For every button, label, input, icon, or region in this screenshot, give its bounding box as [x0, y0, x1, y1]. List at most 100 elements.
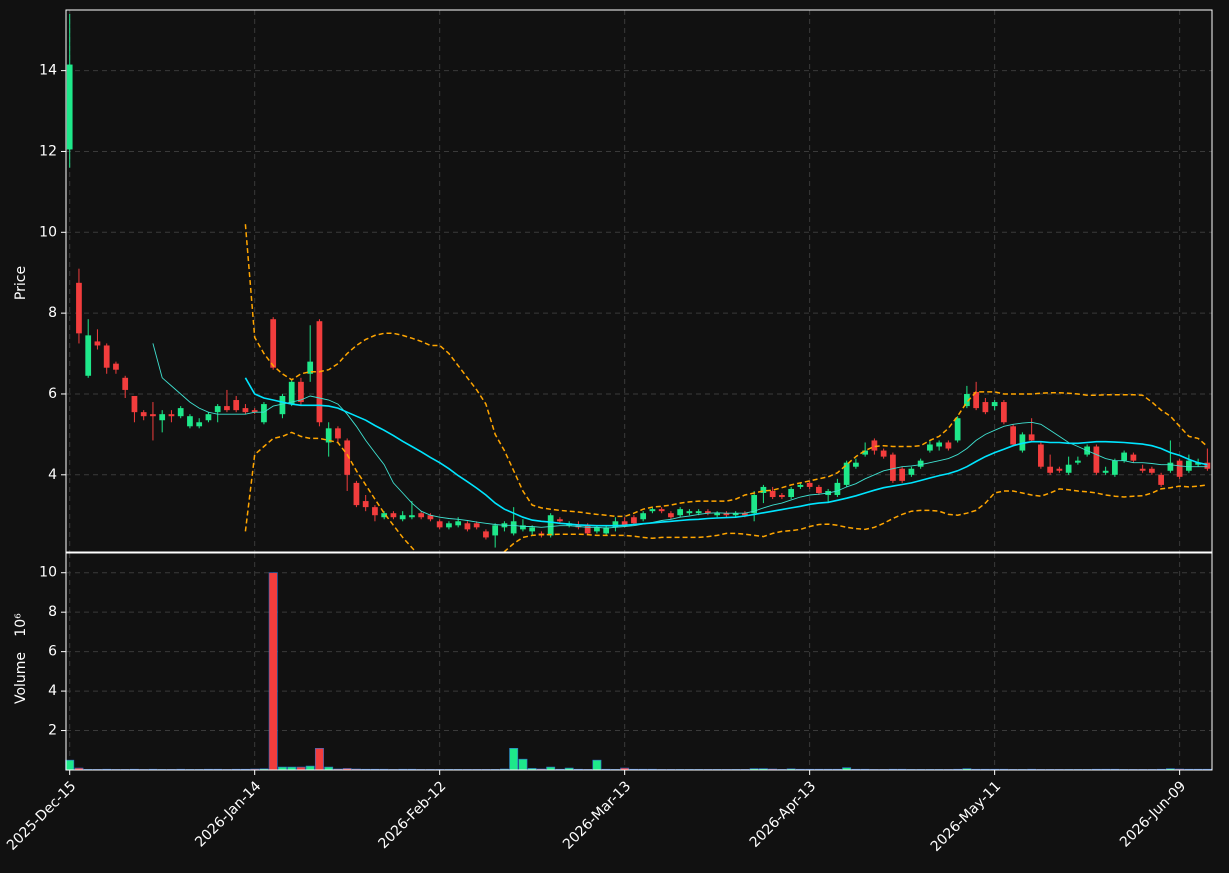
candle-body — [520, 525, 526, 530]
candle-body — [1167, 462, 1174, 471]
candle-body — [982, 402, 989, 413]
candle-body — [344, 440, 351, 475]
candle-body — [131, 395, 138, 413]
candle-body — [612, 521, 619, 528]
candle-body — [908, 468, 915, 475]
candle-body — [233, 400, 240, 411]
candle-body — [658, 509, 665, 512]
candle-body — [492, 525, 499, 536]
volume-bar — [314, 747, 324, 771]
candle-body — [779, 495, 785, 498]
candle-body — [723, 513, 730, 516]
candle-body — [871, 440, 878, 451]
candle-body — [1047, 466, 1054, 473]
candle-body — [353, 482, 360, 506]
candle-body — [372, 507, 378, 516]
price-frame — [65, 9, 1213, 553]
candle-body — [695, 511, 702, 514]
candle-body — [1121, 452, 1127, 461]
candle-body — [409, 515, 415, 518]
candle-body — [668, 513, 674, 518]
indicator-line — [152, 343, 1208, 529]
candle-body — [1038, 444, 1044, 467]
candle-body — [788, 488, 795, 498]
candle-body — [945, 442, 952, 449]
candle-body — [834, 482, 841, 496]
candle-body — [936, 442, 943, 447]
candle-body — [557, 519, 563, 522]
candle-body — [224, 406, 230, 411]
candle-body — [1158, 474, 1164, 485]
candle-body — [927, 444, 933, 451]
candle-body — [483, 531, 489, 538]
candle-body — [187, 416, 193, 427]
candle-body — [242, 408, 249, 413]
candle-body — [973, 391, 980, 409]
candle-body — [732, 513, 739, 516]
y-tick-label: 14 — [39, 63, 57, 79]
candle-body — [1019, 434, 1026, 451]
candle-body — [529, 527, 536, 532]
y-tick-label: 6 — [48, 386, 57, 402]
volume-tick-label: 10 — [39, 565, 57, 581]
candle-body — [103, 345, 110, 368]
candle-body — [760, 486, 767, 493]
candle-body — [205, 414, 212, 421]
candle-body — [251, 410, 258, 413]
candle-body — [270, 319, 277, 368]
candle-body — [917, 460, 924, 467]
volume-scale-label: 10⁶ — [13, 613, 29, 637]
candle-body — [436, 521, 443, 528]
candle-body — [85, 335, 92, 376]
candle-body — [594, 527, 600, 532]
candle-body — [168, 414, 175, 417]
y-tick-label: 12 — [39, 143, 57, 159]
candle-body — [1112, 460, 1118, 475]
candle-body — [1139, 468, 1146, 471]
candle-body — [335, 428, 341, 439]
volume-bar — [305, 765, 315, 771]
candle-body — [325, 428, 332, 443]
indicator-line — [244, 431, 1208, 552]
volume-tick-label: 6 — [48, 644, 57, 660]
candle-body — [214, 406, 221, 413]
candle-body — [418, 513, 425, 518]
candle-body — [797, 484, 804, 487]
candle-body — [584, 525, 591, 534]
candle-body — [1195, 462, 1201, 465]
candle-body — [769, 490, 776, 498]
candle-body — [446, 523, 452, 528]
candle-body — [714, 513, 721, 516]
volume-bar — [65, 759, 75, 771]
candle-body — [862, 450, 869, 455]
candle-body — [1186, 460, 1192, 471]
volume-axis-label: Volume — [13, 652, 29, 704]
candle-body — [1028, 434, 1035, 441]
candle-body — [621, 521, 628, 526]
candle-body — [547, 515, 554, 536]
candle-body — [362, 501, 369, 508]
candle-body — [742, 513, 748, 516]
candle-body — [177, 408, 184, 417]
candle-body — [94, 341, 101, 346]
candle-body — [686, 511, 693, 514]
candle-body — [427, 515, 434, 520]
candle-body — [631, 517, 637, 524]
candle-body — [381, 513, 388, 518]
candle-body — [150, 414, 156, 417]
volume-tick-label: 2 — [48, 723, 57, 739]
candle-body — [991, 402, 998, 407]
volume-bar — [592, 759, 602, 771]
volume-bar — [268, 572, 278, 771]
candle-body — [954, 418, 961, 441]
candle-body — [1010, 426, 1017, 445]
indicator-line — [244, 224, 1208, 518]
candle-body — [806, 482, 813, 487]
candle-body — [890, 454, 896, 481]
volume-tick-label: 8 — [48, 604, 57, 620]
candle-body — [1093, 446, 1100, 473]
candle-body — [1065, 464, 1072, 473]
candle-body — [640, 513, 647, 520]
candle-body — [76, 282, 82, 334]
